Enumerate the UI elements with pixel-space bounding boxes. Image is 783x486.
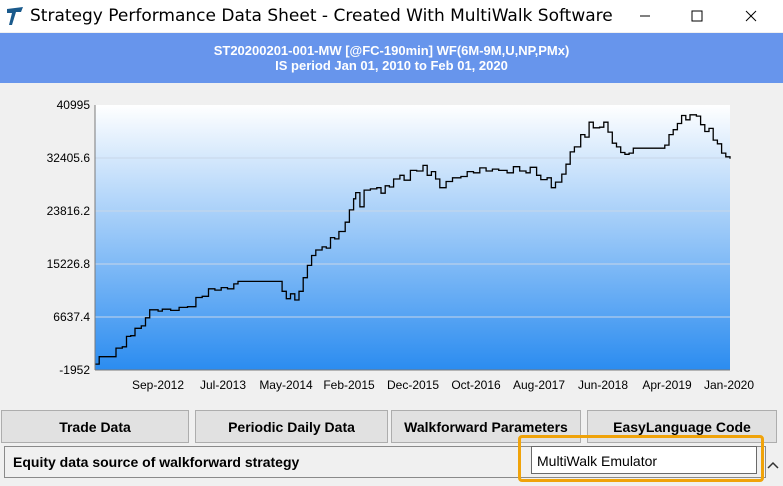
- equity-source-label: Equity data source of walkforward strate…: [13, 454, 300, 470]
- y-tick-label: 23816.2: [47, 204, 91, 218]
- maximize-icon: [691, 10, 703, 22]
- minimize-button[interactable]: [622, 0, 668, 32]
- x-tick-label: Jun-2018: [578, 378, 628, 392]
- scroll-up-icon[interactable]: [766, 458, 780, 472]
- y-tick-label: -1952: [59, 363, 90, 377]
- x-tick-label: Sep-2012: [132, 378, 184, 392]
- x-tick-label: Feb-2015: [323, 378, 375, 392]
- strategy-name: ST20200201-001-MW [@FC-190min] WF(6M-9M,…: [213, 43, 570, 58]
- x-tick-label: May-2014: [259, 378, 313, 392]
- y-tick-label: 32405.6: [47, 151, 91, 165]
- strategy-header: ST20200201-001-MW [@FC-190min] WF(6M-9M,…: [0, 33, 783, 83]
- trade-data-button[interactable]: Trade Data: [1, 410, 189, 443]
- close-button[interactable]: [728, 0, 774, 32]
- equity-source-field[interactable]: MultiWalk Emulator: [531, 446, 757, 474]
- x-tick-label: Jul-2013: [200, 378, 246, 392]
- minimize-icon: [640, 15, 650, 17]
- grid-lines: [95, 157, 730, 318]
- y-tick-label: 6637.4: [53, 310, 90, 324]
- x-tick-label: Jan-2020: [704, 378, 754, 392]
- maximize-button[interactable]: [674, 0, 720, 32]
- window-titlebar: Strategy Performance Data Sheet - Create…: [0, 0, 783, 32]
- equity-chart-svg: 40995 32405.6 23816.2 15226.8 6637.4 -1952 Se…: [47, 98, 755, 392]
- y-tick-label: 15226.8: [47, 257, 91, 271]
- focus-highlight: [518, 435, 764, 482]
- equity-curve-line: [95, 114, 731, 365]
- x-tick-label: Apr-2019: [642, 378, 692, 392]
- x-tick-label: Aug-2017: [513, 378, 565, 392]
- x-tick-label: Dec-2015: [387, 378, 439, 392]
- app-logo-icon: [7, 7, 23, 25]
- close-icon: [745, 10, 757, 22]
- equity-chart: 40995 32405.6 23816.2 15226.8 6637.4 -1952 Se…: [0, 83, 783, 410]
- y-tick-label: 40995: [57, 98, 91, 112]
- plot-background: [95, 105, 730, 370]
- is-period: IS period Jan 01, 2010 to Feb 01, 2020: [275, 58, 508, 73]
- window-title: Strategy Performance Data Sheet - Create…: [30, 6, 613, 26]
- y-axis-ticks: 40995 32405.6 23816.2 15226.8 6637.4 -1952: [47, 98, 91, 377]
- periodic-daily-data-button[interactable]: Periodic Daily Data: [195, 410, 388, 443]
- x-tick-label: Oct-2016: [451, 378, 501, 392]
- x-axis-ticks: Sep-2012 Jul-2013 May-2014 Feb-2015 Dec-2015…: [132, 378, 754, 392]
